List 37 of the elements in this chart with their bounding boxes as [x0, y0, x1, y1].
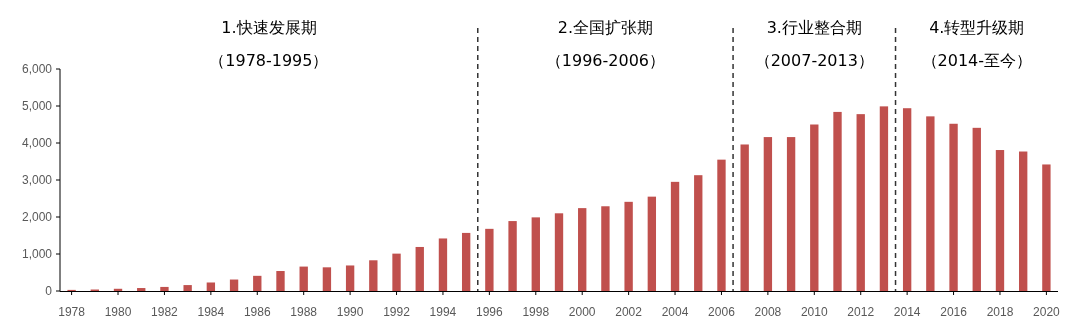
x-tick-label: 2012	[847, 305, 875, 319]
text: 3.行业整合期	[766, 18, 862, 37]
x-tick-label: 2004	[661, 305, 689, 319]
x-tick-label: 1978	[58, 305, 86, 319]
x-tick-label: 2014	[893, 305, 921, 319]
x-tick-label: 2020	[1033, 305, 1061, 319]
x-tick-label: 1994	[429, 305, 457, 319]
y-tick-label: 5,000	[21, 99, 53, 113]
x-tick-label: 1984	[197, 305, 225, 319]
y-tick-label: 1,000	[21, 247, 53, 261]
x-tick-label: 2006	[708, 305, 736, 319]
x-tick-label: 2018	[986, 305, 1014, 319]
x-tick-label: 2016	[940, 305, 968, 319]
y-tick-label: 4,000	[21, 136, 53, 150]
text: 1.快速发展期	[221, 18, 317, 37]
y-tick-label: 3,000	[21, 173, 53, 187]
x-tick-label: 2000	[568, 305, 596, 319]
annotation: （1978-1995）	[209, 51, 329, 70]
x-tick-label: 1996	[476, 305, 504, 319]
x-tick-label: 1992	[383, 305, 411, 319]
annotation: （2014-至今）	[921, 51, 1033, 70]
y-tick-label: 2,000	[21, 210, 53, 224]
annotation: （2007-2013）	[754, 51, 874, 70]
x-tick-label: 2008	[754, 305, 782, 319]
x-tick-label: 1980	[104, 305, 132, 319]
x-tick-label: 1998	[522, 305, 550, 319]
annotation: （1996-2006）	[545, 51, 666, 70]
text: 4.转型升级期	[929, 18, 1025, 37]
text: 2.全国扩张期	[557, 18, 654, 37]
x-tick-label: 1990	[336, 305, 364, 319]
x-tick-label: 1982	[151, 305, 179, 319]
x-tick-label: 2010	[800, 305, 828, 319]
y-tick-label: 6,000	[21, 62, 53, 76]
x-tick-label: 1986	[243, 305, 271, 319]
y-tick-label: 0	[45, 284, 53, 298]
x-tick-label: 2002	[615, 305, 643, 319]
x-tick-label: 1988	[290, 305, 318, 319]
